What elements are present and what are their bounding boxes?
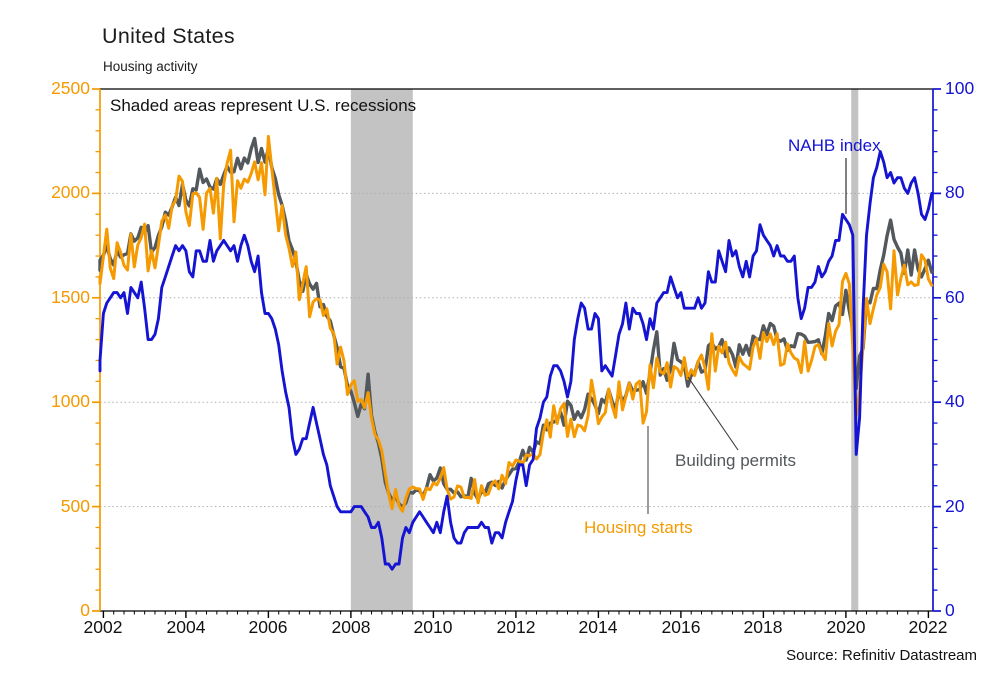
right-axis-tick-0: 0 <box>945 600 955 620</box>
x-axis-tick-2014: 2014 <box>578 617 618 637</box>
series-label-nahb-index: NAHB index <box>788 136 881 155</box>
right-axis-tick-60: 60 <box>945 287 965 307</box>
right-axis-tick-100: 100 <box>945 78 975 98</box>
left-axis-tick-2000: 2000 <box>51 182 90 202</box>
left-axis-ticks <box>92 88 100 612</box>
x-axis-tick-2002: 2002 <box>83 617 123 637</box>
x-axis-tick-2012: 2012 <box>496 617 536 637</box>
x-axis-tick-2020: 2020 <box>826 617 866 637</box>
left-axis-tick-500: 500 <box>60 496 90 516</box>
x-axis-tick-2006: 2006 <box>248 617 288 637</box>
right-axis-tick-40: 40 <box>945 391 965 411</box>
x-axis-ticks <box>102 611 930 618</box>
left-axis-tick-1000: 1000 <box>51 391 90 411</box>
right-axis-ticks <box>933 88 941 612</box>
right-axis-tick-20: 20 <box>945 496 965 516</box>
x-axis-tick-2016: 2016 <box>661 617 701 637</box>
series-label-building-permits: Building permits <box>675 451 796 470</box>
series-line-nahb-index <box>98 150 934 571</box>
left-axis-tick-0: 0 <box>80 600 90 620</box>
x-axis-tick-2018: 2018 <box>743 617 783 637</box>
page-title: United States <box>102 24 235 48</box>
series-line-housing-starts <box>98 134 934 513</box>
x-axis-tick-2010: 2010 <box>413 617 453 637</box>
gridlines <box>100 192 933 508</box>
right-axis-tick-80: 80 <box>945 182 965 202</box>
recession-note: Shaded areas represent U.S. recessions <box>110 96 417 115</box>
annotation-leader-lines <box>647 158 847 514</box>
series-label-housing-starts: Housing starts <box>584 518 693 537</box>
series-line-building-permits <box>98 136 934 509</box>
left-axis-tick-2500: 2500 <box>51 78 90 98</box>
x-axis-tick-2022: 2022 <box>908 617 948 637</box>
source-credit: Source: Refinitiv Datastream <box>786 647 977 664</box>
x-axis-tick-2004: 2004 <box>166 617 206 637</box>
left-axis-tick-1500: 1500 <box>51 287 90 307</box>
x-axis-tick-2008: 2008 <box>331 617 371 637</box>
chart-subtitle: Housing activity <box>103 59 198 74</box>
